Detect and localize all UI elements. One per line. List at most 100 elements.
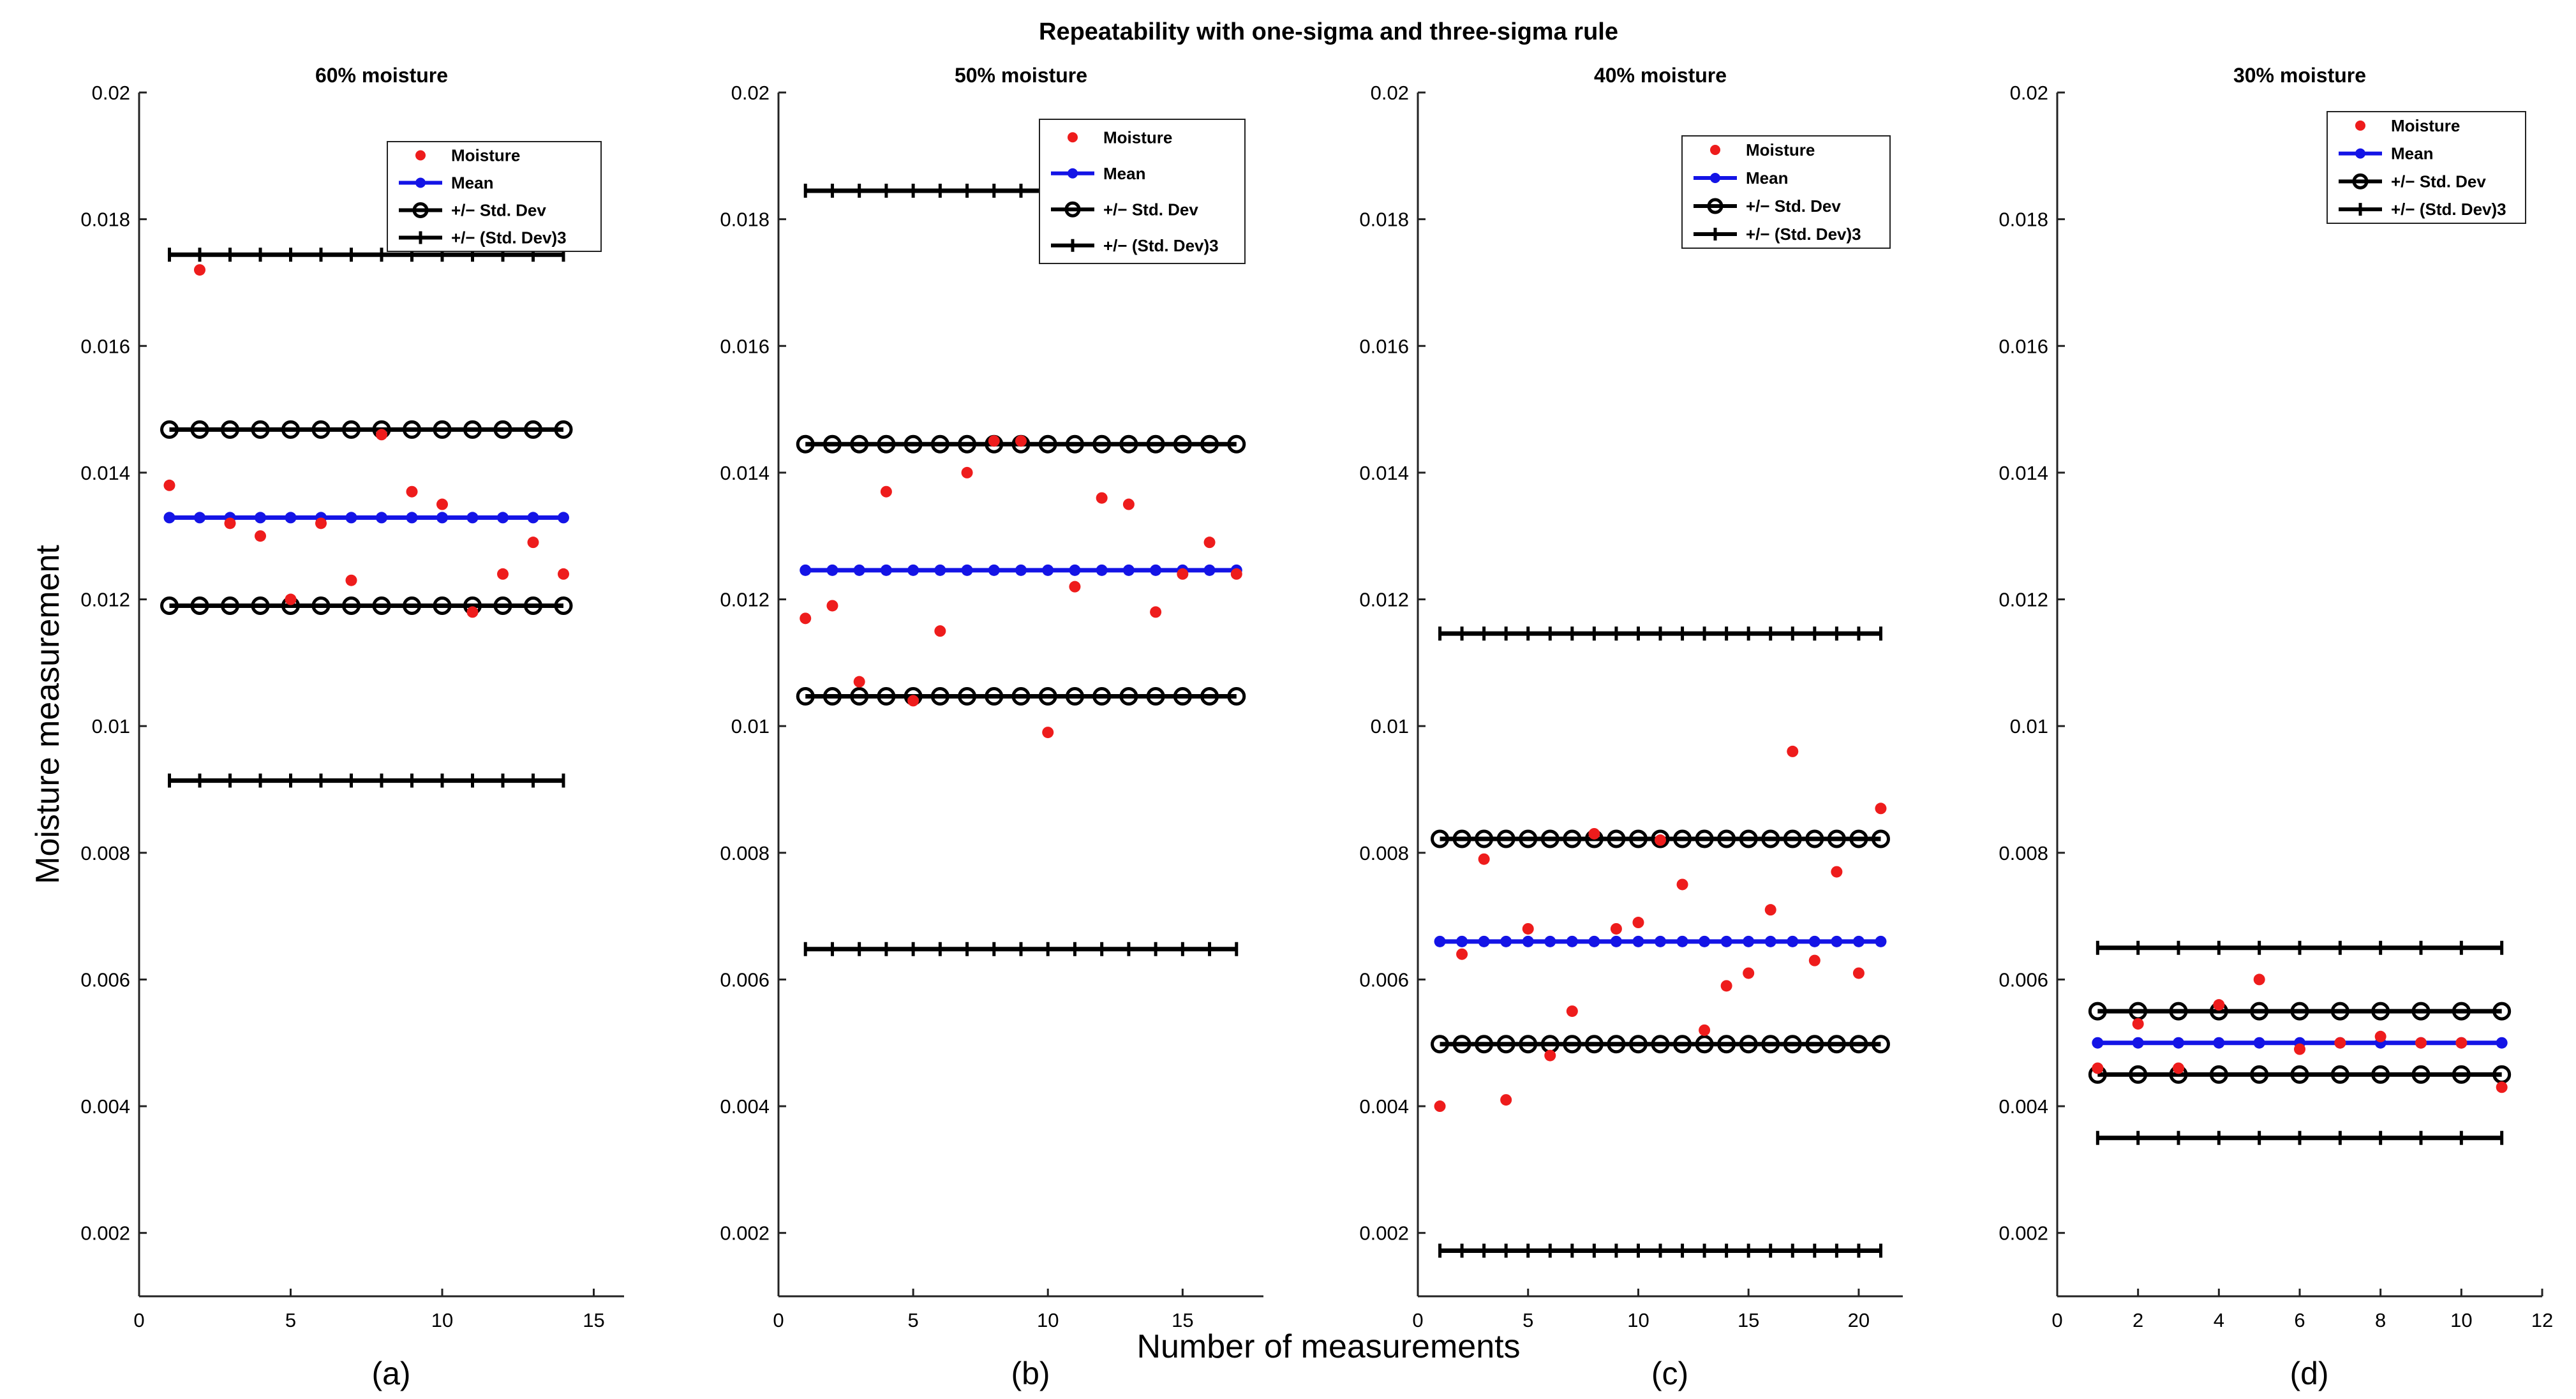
std-upper-marker: [1065, 434, 1084, 454]
legend-std-label: +/− Std. Dev: [1103, 200, 1198, 219]
moisture-point: [988, 435, 1000, 447]
std-upper-marker: [1200, 434, 1219, 454]
x-tick-label: 5: [285, 1309, 296, 1331]
std-upper-marker: [850, 434, 869, 454]
y-tick-label: 0.004: [720, 1095, 770, 1118]
std-lower-marker: [554, 596, 573, 615]
std-upper-marker: [1849, 829, 1868, 848]
x-tick-label: 5: [1523, 1309, 1533, 1331]
mean-marker: [1875, 935, 1887, 947]
moisture-point: [2334, 1037, 2346, 1049]
std-lower-marker: [2250, 1065, 2269, 1084]
mean-marker: [2132, 1037, 2144, 1049]
std-upper-marker: [1540, 829, 1560, 848]
x-tick-label: 20: [1848, 1309, 1870, 1331]
mean-marker: [376, 512, 387, 524]
legend-sigma3-label: +/− (Std. Dev)3: [451, 228, 567, 248]
std-upper-marker: [2411, 1002, 2431, 1021]
mean-marker: [558, 512, 569, 524]
std-upper-marker: [1673, 829, 1692, 848]
moisture-point: [2374, 1030, 2386, 1042]
std-lower-marker: [1227, 686, 1246, 706]
panel-label: (b): [1011, 1356, 1050, 1391]
std-upper-marker: [1519, 829, 1538, 848]
mean-marker: [285, 512, 297, 524]
legend-moisture-label: Moisture: [1746, 140, 1815, 159]
legend-sigma3-label: +/− (Std. Dev)3: [2391, 200, 2506, 219]
mean-marker: [1787, 935, 1799, 947]
panel-title: 30% moisture: [2233, 64, 2366, 87]
legend: Moisture Mean +/− Std. Dev +/− (Std. Dev)3: [1039, 119, 1246, 264]
y-tick-label: 0.008: [1999, 842, 2048, 864]
legend-sigma3-label: +/− (Std. Dev)3: [1746, 225, 1861, 244]
std-lower-marker: [1607, 1035, 1626, 1054]
moisture-point: [1456, 948, 1468, 960]
y-tick-label: 0.01: [2010, 715, 2048, 737]
std-upper-marker: [1739, 829, 1758, 848]
moisture-point: [2253, 973, 2265, 986]
mean-marker: [194, 512, 205, 524]
std-lower-marker: [850, 686, 869, 706]
std-lower-marker: [311, 596, 331, 615]
std-upper-marker: [2452, 1002, 2471, 1021]
y-tick-label: 0.002: [720, 1222, 770, 1245]
std-lower-marker: [1849, 1035, 1868, 1054]
std-upper-marker: [1717, 829, 1736, 848]
mean-marker: [1150, 564, 1162, 576]
legend-moisture-sample-marker: [415, 150, 426, 161]
mean-marker: [1069, 564, 1081, 576]
legend-moisture-sample-marker: [1710, 145, 1720, 155]
std-upper-marker: [281, 420, 300, 439]
mean-marker: [1655, 935, 1666, 947]
std-upper-marker: [190, 420, 209, 439]
moisture-point: [2092, 1062, 2104, 1074]
std-upper-marker: [877, 434, 896, 454]
mean-marker: [1831, 935, 1843, 947]
std-upper-marker: [342, 420, 361, 439]
moisture-point: [800, 612, 812, 625]
std-lower-marker: [2129, 1065, 2148, 1084]
std-upper-marker: [554, 420, 573, 439]
moisture-point: [1787, 745, 1799, 757]
y-tick-label: 0.01: [92, 715, 130, 737]
mean-marker: [1699, 935, 1711, 947]
moisture-point: [934, 625, 946, 637]
moisture-point: [2132, 1018, 2144, 1030]
mean-marker: [1522, 935, 1534, 947]
mean-marker: [907, 564, 919, 576]
mean-marker: [527, 512, 539, 524]
mean-marker: [961, 564, 973, 576]
legend-std-label: +/− Std. Dev: [451, 201, 546, 220]
std-upper-marker: [2250, 1002, 2269, 1021]
std-lower-marker: [1173, 686, 1192, 706]
mean-marker: [2213, 1037, 2225, 1049]
std-lower-marker: [930, 686, 949, 706]
mean-marker: [345, 512, 357, 524]
moisture-point: [1831, 866, 1843, 878]
legend-mean-sample-marker: [1068, 168, 1078, 179]
std-upper-marker: [463, 420, 482, 439]
std-lower-marker: [1563, 1035, 1582, 1054]
std-lower-marker: [1519, 1035, 1538, 1054]
moisture-point: [1500, 1094, 1512, 1106]
y-tick-label: 0.004: [1359, 1095, 1409, 1118]
x-tick-label: 0: [2051, 1309, 2062, 1331]
std-lower-marker: [1871, 1035, 1890, 1054]
std-lower-marker: [823, 686, 842, 706]
moisture-point: [285, 593, 297, 605]
chart-panel-2: 0.002 0.004 0.006 0.008 0.01 0.012 0.014 0.016 0…: [720, 64, 1263, 1391]
std-upper-marker: [930, 434, 949, 454]
std-upper-marker: [1563, 829, 1582, 848]
y-tick-label: 0.02: [1371, 82, 1409, 104]
moisture-point: [853, 676, 865, 688]
moisture-point: [497, 568, 509, 580]
std-upper-marker: [1092, 434, 1112, 454]
y-tick-label: 0.02: [731, 82, 770, 104]
mean-marker: [1720, 935, 1732, 947]
chart-panels: 0.0020.0040.0060.0080.010.0120.0140.0160…: [80, 64, 2553, 1391]
mean-marker: [1434, 935, 1446, 947]
x-tick-label: 6: [2294, 1309, 2305, 1331]
mean-marker: [1566, 935, 1578, 947]
mean-marker: [880, 564, 892, 576]
std-upper-marker: [1146, 434, 1165, 454]
